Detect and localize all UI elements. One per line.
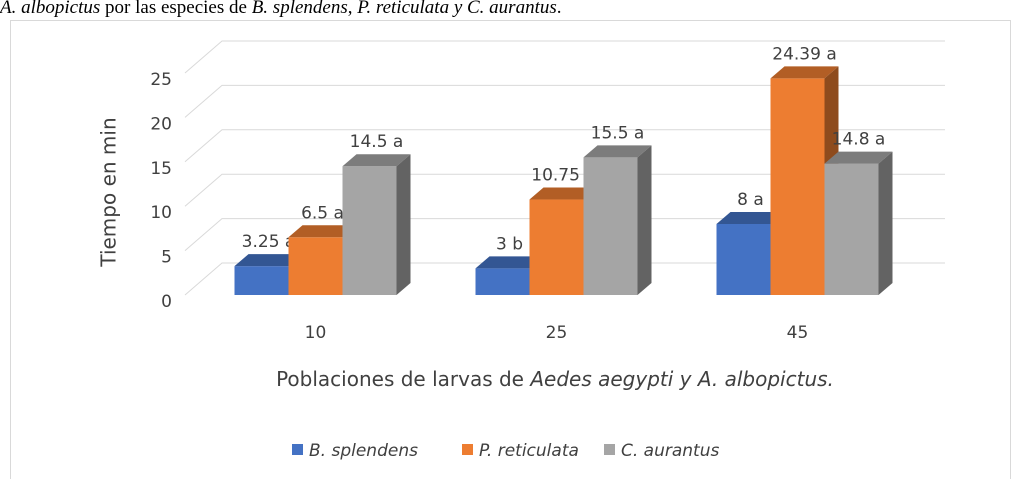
bar-front <box>475 268 530 295</box>
caption-part: por las especies de <box>100 0 251 18</box>
caption-part: . <box>557 0 562 18</box>
data-label: 3 b <box>496 234 523 254</box>
bar <box>342 154 411 295</box>
grid-line <box>184 218 945 251</box>
caption-part: B. splendens <box>252 0 348 18</box>
bar-front <box>342 166 397 295</box>
grid-line <box>184 40 945 74</box>
bar-side <box>637 145 652 295</box>
chart-frame <box>10 20 1011 479</box>
grid-line <box>184 84 945 118</box>
bar-top <box>824 151 893 164</box>
data-label: 10.75 a <box>531 166 596 186</box>
caption: A. albopictus por las especies de B. spl… <box>0 0 562 18</box>
legend-swatch <box>604 444 615 455</box>
caption-part: P. reticulata y C. aurantus <box>356 0 557 18</box>
bar-top <box>770 66 839 79</box>
x-tick-label: 45 <box>787 323 809 343</box>
bar-front <box>583 157 638 295</box>
legend-swatch <box>462 444 473 455</box>
bar-top <box>288 225 357 238</box>
data-label: 3.25 a <box>242 232 296 252</box>
bar-front <box>234 266 289 295</box>
bar <box>716 211 785 295</box>
bar-top <box>583 145 652 158</box>
caption-part: A. albopictus <box>0 0 100 18</box>
caption-part: , <box>348 0 358 18</box>
data-label: 6.5 a <box>301 203 344 223</box>
y-axis-title: Tiempo en min <box>97 117 121 267</box>
bar-side <box>396 154 411 295</box>
legend-label: P. reticulata <box>479 441 579 461</box>
grid-line <box>184 262 945 296</box>
bar-front <box>824 163 879 295</box>
bar-top <box>716 211 785 224</box>
x-axis-title: Poblaciones de larvas de Aedes aegypti y… <box>276 367 834 391</box>
bar-top <box>234 254 303 267</box>
data-label: 24.39 a <box>772 44 837 64</box>
data-label: 14.5 a <box>350 132 404 152</box>
bar-front <box>529 199 584 295</box>
grid-line <box>184 129 945 163</box>
x-tick-label: 25 <box>546 323 568 343</box>
x-tick-label: 10 <box>305 323 327 343</box>
data-label: 15.5 a <box>591 123 645 143</box>
legend-swatch <box>292 444 303 455</box>
y-tick-label: 0 <box>161 292 172 312</box>
legend-label: C. aurantus <box>621 441 719 461</box>
data-label: 14.8 a <box>832 130 886 150</box>
bar-top <box>342 154 411 167</box>
bar <box>824 151 893 295</box>
bar-front <box>288 237 343 295</box>
x-axis-title-part: Poblaciones de larvas de <box>276 367 530 391</box>
y-tick-label: 20 <box>150 114 172 134</box>
x-axis-title-part: Aedes aegypti y A. albopictus. <box>528 367 834 391</box>
grid-line <box>184 173 945 207</box>
bar-side <box>878 151 893 295</box>
y-tick-label: 15 <box>150 159 172 179</box>
y-tick-label: 10 <box>150 203 172 223</box>
y-tick-label: 5 <box>161 248 172 268</box>
bar-top <box>529 187 598 200</box>
bar-front <box>716 223 771 295</box>
legend-label: B. splendens <box>309 441 418 461</box>
bar <box>583 145 652 295</box>
data-label: 8 a <box>737 190 764 210</box>
y-tick-label: 25 <box>150 70 172 90</box>
bar-front <box>770 78 825 295</box>
bar-top <box>475 256 544 269</box>
